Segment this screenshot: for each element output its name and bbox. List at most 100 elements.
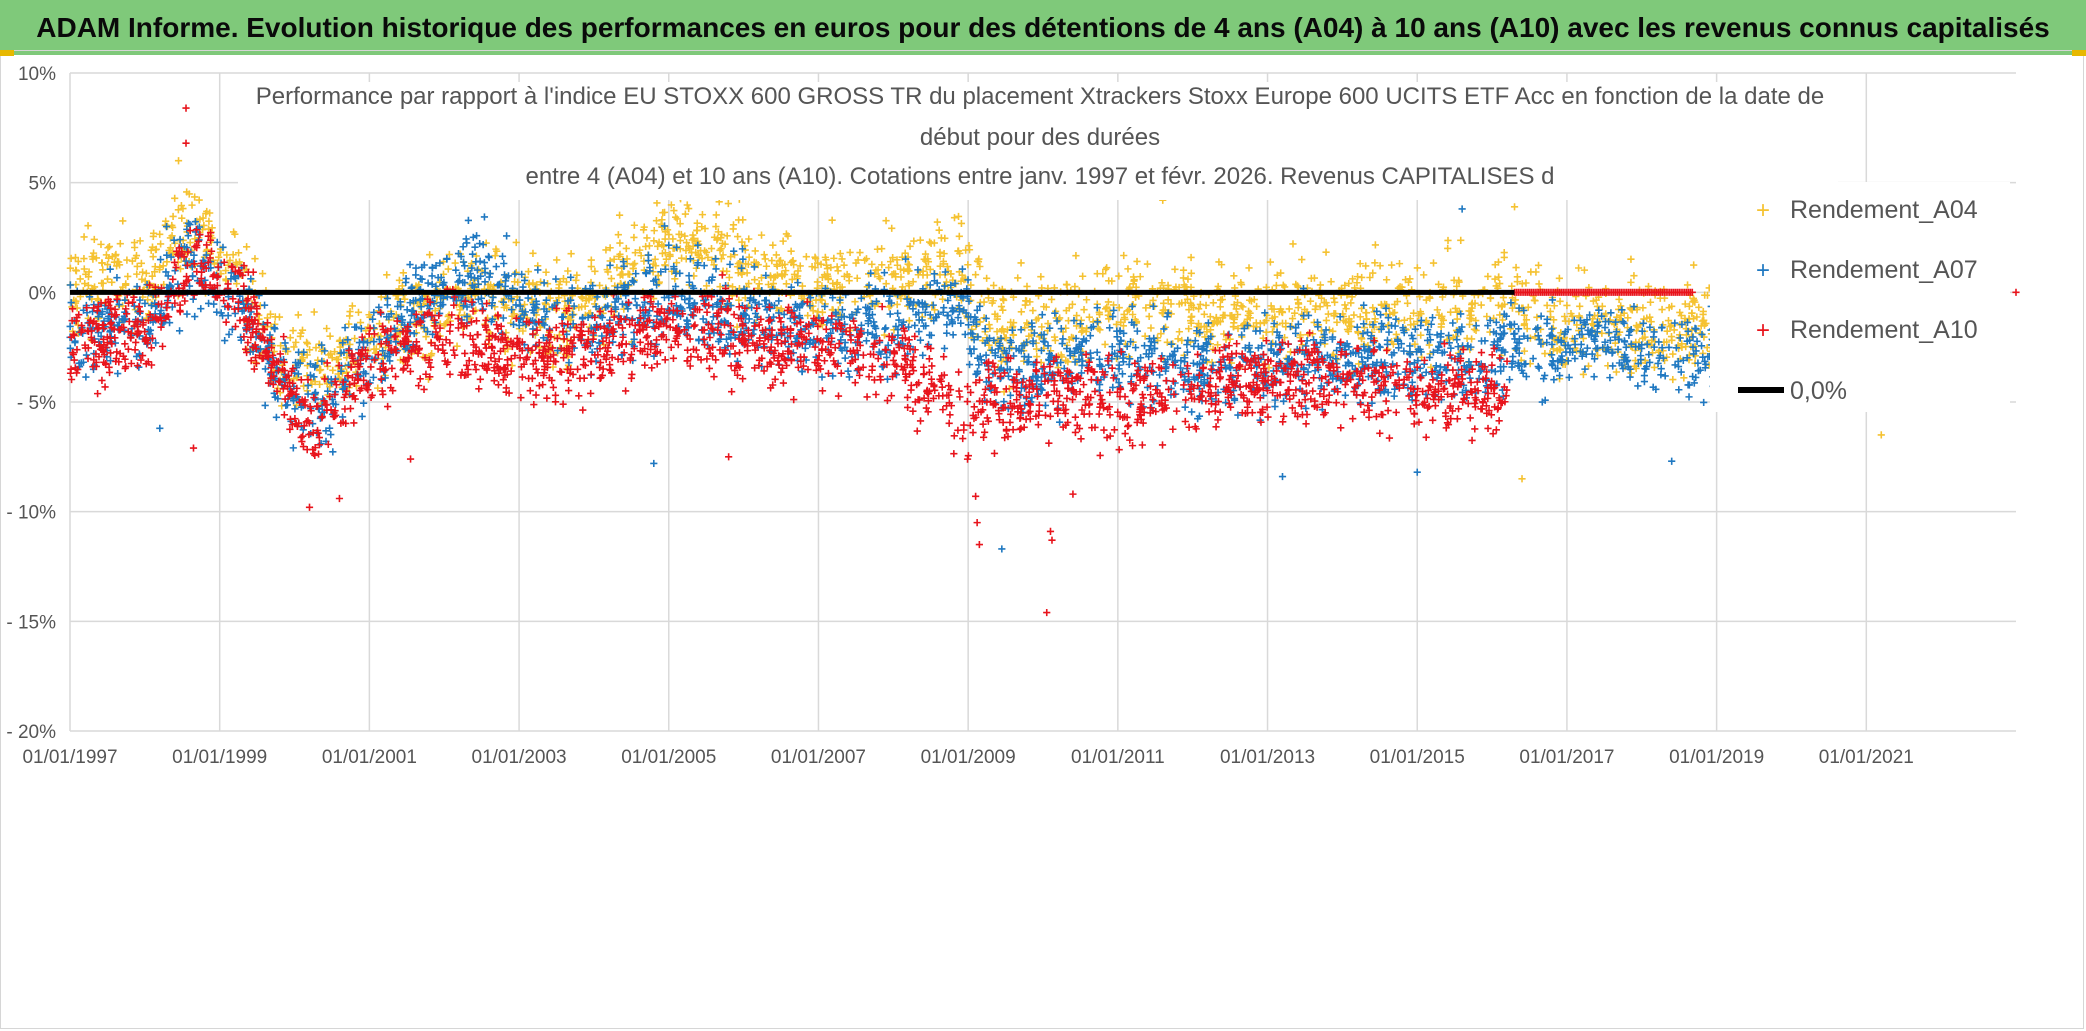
point-rendement-a04 (1345, 279, 1353, 288)
point-rendement-a07 (476, 257, 484, 265)
point-rendement-a04 (310, 308, 318, 316)
point-rendement-a04 (222, 266, 230, 275)
point-rendement-a07 (1655, 338, 1663, 346)
point-rendement-a07 (1006, 391, 1015, 399)
point-rendement-a04 (1579, 370, 1587, 379)
point-rendement-a04 (1574, 264, 1583, 272)
point-rendement-a04 (1668, 336, 1676, 344)
point-rendement-a04 (739, 216, 747, 224)
point-rendement-a04 (1121, 315, 1129, 323)
point-rendement-a04 (138, 275, 146, 283)
point-rendement-a04 (500, 295, 508, 303)
point-rendement-a04 (965, 246, 974, 254)
point-rendement-a04 (453, 342, 461, 350)
point-rendement-a04 (964, 261, 972, 269)
point-rendement-a10 (384, 402, 392, 411)
point-rendement-a04 (1120, 310, 1128, 319)
point-rendement-a07 (1341, 391, 1349, 399)
point-rendement-a04 (906, 242, 914, 250)
point-rendement-a04 (1444, 236, 1452, 245)
point-rendement-a04 (660, 242, 668, 250)
point-rendement-a04 (936, 262, 944, 270)
point-rendement-a07 (452, 266, 460, 274)
point-rendement-a04 (676, 236, 684, 245)
point-rendement-a04 (133, 270, 141, 278)
point-rendement-a04 (940, 250, 948, 258)
point-rendement-a04 (1417, 331, 1425, 339)
point-rendement-a04 (508, 312, 516, 320)
point-rendement-a07 (1271, 402, 1279, 411)
point-rendement-a04 (1322, 316, 1330, 325)
point-rendement-a04 (1630, 272, 1638, 280)
point-rendement-a04 (286, 334, 294, 342)
point-rendement-a04 (769, 241, 777, 249)
point-rendement-a04 (174, 206, 182, 214)
point-rendement-a04 (108, 278, 116, 286)
point-rendement-a04 (277, 342, 285, 350)
point-rendement-a04 (778, 261, 786, 269)
point-rendement-a04 (1499, 293, 1508, 302)
point-rendement-a07 (175, 327, 184, 335)
point-rendement-a04 (559, 275, 568, 283)
point-rendement-a04 (704, 253, 712, 262)
point-rendement-a07 (1583, 344, 1591, 352)
point-rendement-a04 (973, 257, 982, 265)
point-rendement-a04 (1073, 311, 1081, 320)
point-rendement-a04 (1444, 244, 1452, 252)
point-rendement-a07 (798, 367, 806, 375)
point-rendement-a04 (751, 276, 759, 284)
point-rendement-a04 (529, 249, 537, 257)
point-rendement-a04 (1500, 248, 1508, 257)
point-rendement-a04 (642, 242, 650, 251)
point-rendement-a04 (200, 221, 208, 230)
point-rendement-a04 (1446, 308, 1455, 316)
point-rendement-a04 (1400, 316, 1409, 324)
point-rendement-a04 (243, 243, 251, 251)
point-rendement-a04 (1535, 280, 1543, 288)
point-rendement-a04 (1239, 303, 1247, 311)
point-rendement-a04 (205, 217, 213, 225)
point-rendement-a04 (1196, 300, 1204, 309)
point-rendement-a04 (196, 215, 204, 223)
point-rendement-a04 (1044, 319, 1052, 328)
point-rendement-a04 (103, 275, 112, 283)
point-rendement-a04 (1171, 265, 1179, 273)
point-rendement-a07 (408, 283, 416, 291)
point-rendement-a04 (1023, 282, 1031, 290)
point-rendement-a04 (1568, 312, 1576, 320)
point-rendement-a04 (695, 240, 703, 248)
point-rendement-a04 (374, 384, 382, 392)
point-rendement-a04 (159, 262, 167, 270)
point-rendement-a04 (813, 259, 822, 267)
point-rendement-a07 (1447, 344, 1455, 352)
report-banner-title: ADAM Informe. Evolution historique des p… (0, 0, 2086, 55)
point-rendement-a04 (1695, 303, 1703, 311)
point-rendement-a04 (936, 252, 944, 260)
point-rendement-a04 (804, 311, 812, 320)
point-rendement-a04 (993, 315, 1001, 323)
point-rendement-a04 (1453, 282, 1461, 290)
point-rendement-a07 (1275, 358, 1284, 366)
point-rendement-a04 (1433, 306, 1441, 314)
point-rendement-a04 (1377, 300, 1385, 309)
point-rendement-a04 (789, 257, 797, 265)
point-rendement-a07 (709, 313, 717, 321)
point-rendement-a04 (683, 201, 691, 209)
point-rendement-a07 (1222, 365, 1230, 373)
point-rendement-a04 (1669, 375, 1677, 384)
point-rendement-a04 (1222, 335, 1230, 344)
point-rendement-a04 (838, 255, 846, 263)
point-rendement-a07 (358, 412, 366, 421)
point-rendement-a04 (745, 235, 753, 243)
point-rendement-a07 (1118, 370, 1127, 378)
point-rendement-a04 (1206, 326, 1215, 334)
point-rendement-a04 (179, 204, 187, 213)
point-rendement-a07 (289, 444, 297, 452)
point-rendement-a07 (534, 266, 542, 274)
point-rendement-a04 (1217, 261, 1226, 269)
point-rendement-a07 (424, 279, 432, 287)
point-rendement-a04 (104, 244, 112, 252)
point-rendement-a04 (84, 273, 93, 281)
point-rendement-a04 (223, 251, 231, 259)
point-rendement-a04 (624, 270, 632, 278)
